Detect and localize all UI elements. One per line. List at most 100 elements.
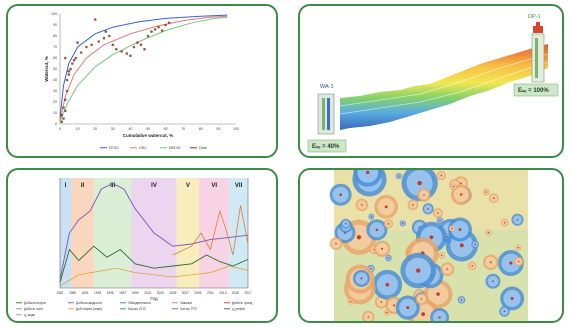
pore — [447, 217, 472, 242]
pore-center — [446, 268, 449, 270]
curve-medw — [59, 16, 228, 122]
pore-center — [492, 197, 495, 200]
pore — [340, 218, 351, 229]
pore — [395, 172, 402, 180]
x-tick-label: 1991 — [82, 291, 89, 295]
pore-center — [360, 277, 363, 280]
pore-center — [517, 260, 520, 263]
pore — [488, 193, 499, 204]
data-point — [167, 21, 171, 25]
data-point — [115, 47, 118, 51]
x-tick-label: 0 — [59, 127, 61, 131]
x-tick-label: 2009 — [194, 291, 201, 295]
x-tick-label: 70 — [181, 127, 185, 131]
pore-center — [356, 235, 362, 240]
period-band — [71, 178, 94, 288]
pore — [329, 183, 352, 206]
y-tick-label: 50 — [53, 67, 57, 71]
pore-center — [398, 175, 400, 177]
data-point — [132, 45, 136, 49]
pore — [483, 254, 499, 270]
pore-center — [416, 268, 421, 273]
pore — [422, 203, 434, 215]
line-liquid — [59, 182, 249, 280]
legend-label: FEDD — [109, 146, 119, 150]
pore — [353, 170, 383, 187]
line-injection — [172, 205, 249, 256]
pore-center — [517, 246, 520, 249]
well-wa1-label: WA-1 — [320, 84, 334, 90]
x-tick-label: 80 — [199, 127, 203, 131]
pore — [436, 217, 444, 224]
pore-center — [492, 280, 494, 283]
pore — [383, 219, 394, 229]
well-dp1 — [531, 22, 545, 83]
period-band — [60, 178, 72, 288]
legend-label: Кол-во ГРП — [180, 307, 198, 311]
pore — [368, 213, 375, 220]
y-tick-label: 80 — [53, 34, 57, 38]
pore — [513, 256, 524, 267]
well-wa1 — [317, 93, 335, 135]
x-tick-label: 40 — [128, 127, 132, 131]
data-point — [104, 30, 108, 33]
x-tick-label: 60 — [164, 127, 168, 131]
pore-center — [367, 316, 370, 318]
pore-inner — [432, 310, 447, 321]
pore — [347, 298, 354, 305]
data-point — [60, 120, 64, 124]
x-tick-label: 2015 — [232, 291, 239, 295]
x-tick-label: 2017 — [244, 291, 251, 295]
pore — [399, 220, 406, 227]
legend-label: Доб.нефти (план) — [76, 307, 102, 311]
pore — [373, 240, 391, 257]
data-point — [150, 30, 153, 33]
pore-center — [471, 265, 474, 267]
x-tick-label: 1995 — [107, 291, 114, 295]
pore-center — [412, 204, 414, 206]
pore-center — [436, 292, 440, 296]
x-tick-label: 20 — [93, 127, 97, 131]
data-point — [65, 89, 69, 93]
data-point — [139, 43, 143, 47]
pore-center — [446, 236, 449, 238]
pore-center — [402, 222, 404, 225]
pore-center — [361, 204, 363, 206]
pore — [450, 183, 457, 190]
well-dp1-label: DP-1 — [528, 14, 541, 20]
pore-center — [339, 193, 342, 197]
line-oil — [59, 245, 249, 283]
pore-center — [439, 219, 441, 222]
pore-center — [344, 222, 347, 225]
legend-label: MEDW — [169, 146, 181, 150]
pore — [500, 218, 509, 227]
pore-center — [387, 223, 390, 225]
x-tick-label: 30 — [111, 127, 115, 131]
pore — [485, 229, 492, 236]
pore — [352, 269, 371, 287]
data-point — [69, 67, 72, 71]
pore-center — [474, 243, 476, 246]
y-tick-label: 30 — [53, 89, 57, 93]
pore — [417, 188, 431, 202]
period-label: VI — [211, 183, 217, 189]
period-band — [93, 178, 132, 288]
pore-center — [423, 194, 425, 196]
pore-network-image — [329, 170, 528, 321]
data-point — [146, 34, 150, 38]
data-point — [111, 43, 115, 47]
pore-center — [420, 298, 423, 300]
pore-center — [429, 235, 434, 240]
data-point — [129, 54, 132, 58]
x-axis-label: Год — [150, 296, 158, 301]
pore — [485, 273, 501, 289]
pore-center — [503, 221, 506, 224]
pore — [471, 240, 480, 249]
pore-center — [375, 228, 379, 232]
pore-center — [421, 312, 425, 317]
pore — [372, 269, 403, 300]
pore — [430, 308, 450, 321]
x-tick-label: 2001 — [144, 291, 151, 295]
pore-network-panel — [298, 168, 564, 323]
pore-center — [440, 254, 443, 257]
